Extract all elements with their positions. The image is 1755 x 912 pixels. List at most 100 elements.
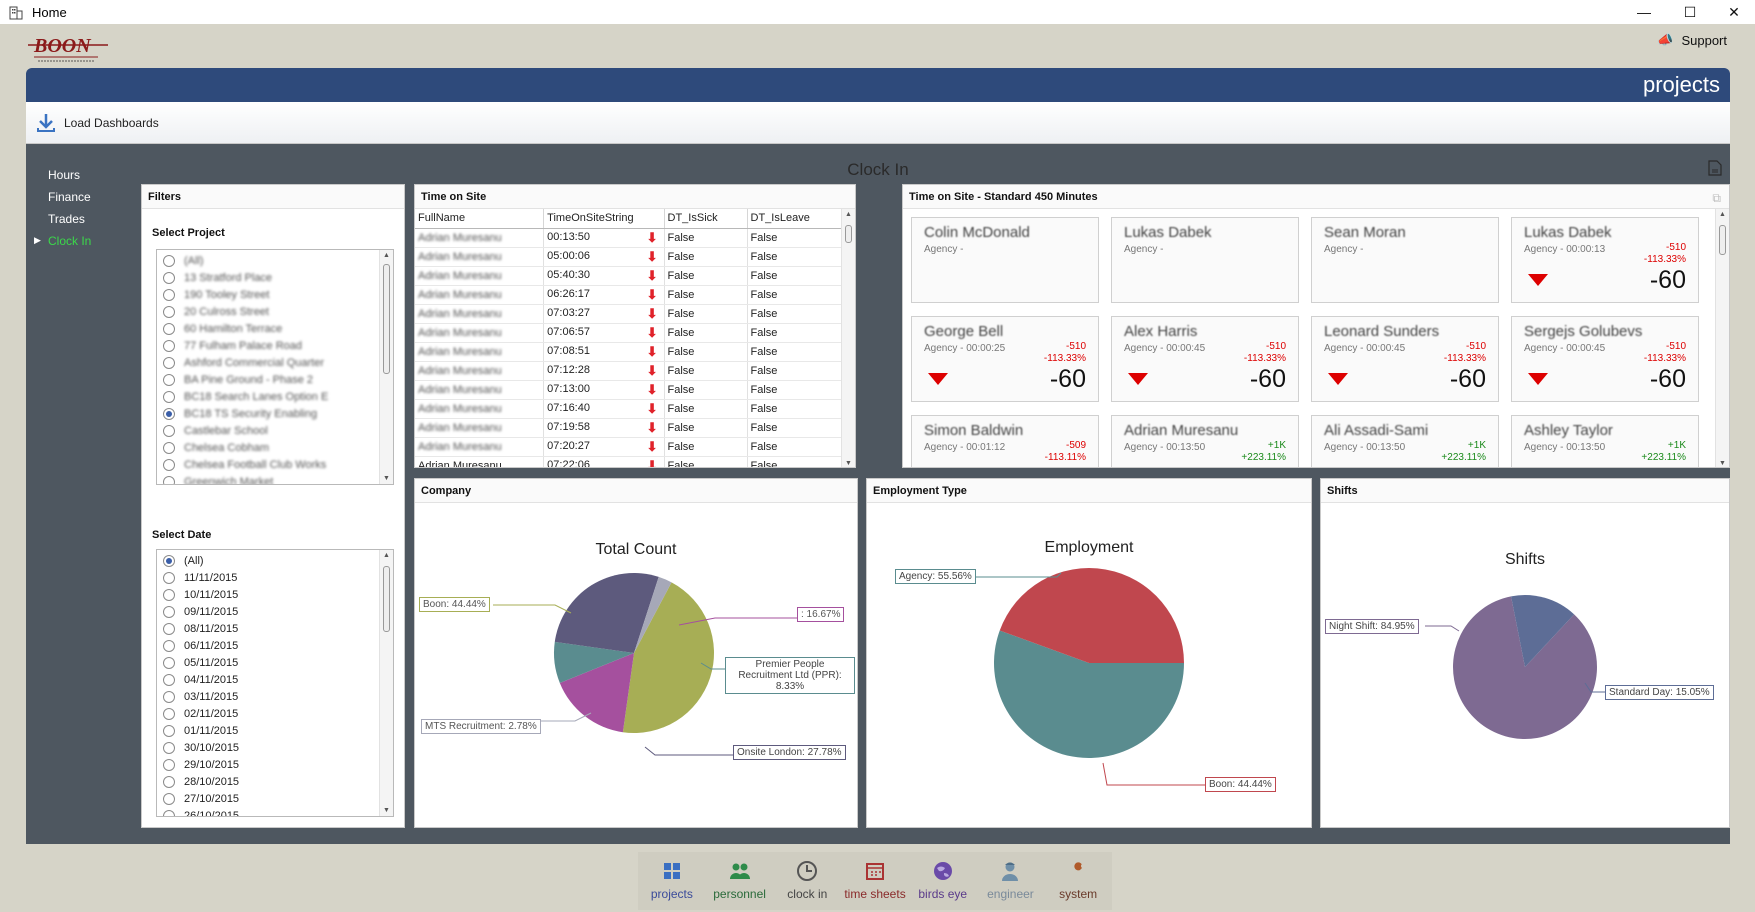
project-item[interactable]: 77 Fulham Palace Road [157, 337, 393, 354]
radio-button[interactable] [163, 571, 175, 584]
date-item[interactable]: 05/11/2015 [157, 654, 393, 671]
project-item[interactable]: Chelsea Cobham [157, 439, 393, 456]
kpi-card[interactable]: Sergejs Golubevs Agency - 00:00:45 -510 -11… [1511, 316, 1699, 402]
table-row[interactable]: Adrian Muresanu 07:03:27 ⬇ False False [415, 304, 843, 324]
nav-item-trades[interactable]: Trades [48, 212, 85, 226]
close-button[interactable]: ✕ [1728, 3, 1740, 20]
radio-button[interactable] [163, 724, 175, 737]
kpi-card[interactable]: Lukas Dabek Agency - 00:00:13 -510 -113.33%… [1511, 217, 1699, 303]
radio-button[interactable] [163, 639, 175, 652]
radio-button[interactable] [163, 622, 175, 635]
table-row[interactable]: Adrian Muresanu 07:06:57 ⬇ False False [415, 323, 843, 343]
project-item[interactable]: Greenwich Market [157, 473, 393, 484]
radio-button[interactable] [163, 271, 175, 284]
radio-button[interactable] [163, 656, 175, 669]
column-header[interactable]: FullName [415, 209, 545, 229]
project-item[interactable]: 20 Culross Street [157, 303, 393, 320]
table-row[interactable]: Adrian Muresanu 07:12:28 ⬇ False False [415, 361, 843, 381]
kpi-card[interactable]: George Bell Agency - 00:00:25 -510 -113.33%… [911, 316, 1099, 402]
radio-button[interactable] [163, 605, 175, 618]
pie-slice[interactable] [554, 573, 659, 653]
nav-item-clock-in[interactable]: Clock In [34, 234, 91, 256]
project-item[interactable]: (All) [157, 252, 393, 269]
date-item[interactable]: 04/11/2015 [157, 671, 393, 688]
nav-time-sheets[interactable]: time sheets [841, 852, 909, 910]
radio-button[interactable] [163, 792, 175, 805]
pie-slice[interactable] [1511, 595, 1575, 667]
radio-button[interactable] [163, 758, 175, 771]
kpi-card[interactable]: Lukas Dabek Agency - [1111, 217, 1299, 303]
column-header[interactable]: DT_IsLeave [747, 209, 843, 229]
kpi-card[interactable]: Ashley Taylor Agency - 00:13:50 +1K +223.11… [1511, 415, 1699, 467]
nav-birds-eye[interactable]: birds eye [909, 852, 977, 910]
table-row[interactable]: Adrian Muresanu 05:00:06 ⬇ False False [415, 247, 843, 267]
radio-button[interactable] [163, 588, 175, 601]
date-item[interactable]: 29/10/2015 [157, 756, 393, 773]
date-item[interactable]: 03/11/2015 [157, 688, 393, 705]
nav-projects[interactable]: projects [638, 852, 706, 910]
radio-button[interactable] [163, 254, 175, 267]
pie-slice[interactable] [1453, 596, 1597, 739]
radio-button[interactable] [163, 690, 175, 703]
project-item[interactable]: BC18 TS Security Enabling [157, 405, 393, 422]
date-item[interactable]: 08/11/2015 [157, 620, 393, 637]
kpi-card[interactable]: Sean Moran Agency - [1311, 217, 1499, 303]
radio-button[interactable] [163, 356, 175, 369]
radio-button[interactable] [163, 390, 175, 403]
pie-slice[interactable] [999, 568, 1184, 663]
radio-button[interactable] [163, 339, 175, 352]
date-item[interactable]: 01/11/2015 [157, 722, 393, 739]
radio-button[interactable] [163, 741, 175, 754]
column-header[interactable]: TimeOnSiteString [543, 209, 665, 229]
radio-button[interactable] [163, 673, 175, 686]
radio-button[interactable] [163, 373, 175, 386]
project-item[interactable]: BC18 Search Lanes Option E [157, 388, 393, 405]
nav-clock-in[interactable]: clock in [773, 852, 841, 910]
project-item[interactable]: Chelsea Football Club Works [157, 456, 393, 473]
radio-button[interactable] [163, 441, 175, 454]
table-row[interactable]: Adrian Muresanu 07:08:51 ⬇ False False [415, 342, 843, 362]
column-header[interactable]: DT_IsSick [664, 209, 748, 229]
radio-button[interactable] [163, 407, 175, 420]
kpi-card[interactable]: Leonard Sunders Agency - 00:00:45 -510 -113… [1311, 316, 1499, 402]
table-row[interactable]: Adrian Muresanu 06:26:17 ⬇ False False [415, 285, 843, 305]
kpi-card[interactable]: Colin McDonald Agency - [911, 217, 1099, 303]
nav-engineer[interactable]: engineer [977, 852, 1045, 910]
cards-scrollbar[interactable]: ▲ ▼ [1715, 209, 1729, 467]
radio-button[interactable] [163, 809, 175, 816]
project-item[interactable]: 60 Hamilton Terrace [157, 320, 393, 337]
radio-button[interactable] [163, 707, 175, 720]
pie-slice[interactable] [622, 582, 714, 733]
nav-item-finance[interactable]: Finance [48, 190, 91, 204]
project-list-scrollbar[interactable]: ▲ ▼ [379, 250, 393, 484]
project-item[interactable]: Ashford Commercial Quarter [157, 354, 393, 371]
radio-button[interactable] [163, 458, 175, 471]
pie-slice[interactable] [634, 576, 672, 653]
project-item[interactable]: 13 Stratford Place [157, 269, 393, 286]
date-list-scrollbar[interactable]: ▲ ▼ [379, 550, 393, 816]
kpi-card[interactable]: Adrian Muresanu Agency - 00:13:50 +1K +223.… [1111, 415, 1299, 467]
date-item[interactable]: (All) [157, 552, 393, 569]
date-item[interactable]: 06/11/2015 [157, 637, 393, 654]
radio-button[interactable] [163, 775, 175, 788]
clear-filter-icon[interactable]: ⧉ [1712, 191, 1721, 205]
kpi-card[interactable]: Ali Assadi-Sami Agency - 00:13:50 +1K +223.… [1311, 415, 1499, 467]
date-item[interactable]: 27/10/2015 [157, 790, 393, 807]
table-row[interactable]: Adrian Muresanu 07:20:27 ⬇ False False [415, 437, 843, 457]
table-row[interactable]: Adrian Muresanu 00:13:50 ⬇ False False [415, 228, 843, 248]
export-icon[interactable] [1708, 160, 1722, 176]
load-dashboards-button[interactable]: Load Dashboards [36, 113, 159, 133]
project-item[interactable]: BA Pine Ground - Phase 2 [157, 371, 393, 388]
date-item[interactable]: 26/10/2015 [157, 807, 393, 816]
minimize-button[interactable]: — [1637, 4, 1651, 20]
date-item[interactable]: 11/11/2015 [157, 569, 393, 586]
radio-button[interactable] [163, 475, 175, 484]
date-item[interactable]: 30/10/2015 [157, 739, 393, 756]
grid-scrollbar[interactable]: ▲ ▼ [841, 209, 855, 467]
table-row[interactable]: Adrian Muresanu 07:22:06 ⬇ False False [415, 456, 843, 467]
table-row[interactable]: Adrian Muresanu 07:16:40 ⬇ False False [415, 399, 843, 419]
project-item[interactable]: Castlebar School [157, 422, 393, 439]
date-item[interactable]: 28/10/2015 [157, 773, 393, 790]
table-row[interactable]: Adrian Muresanu 05:40:30 ⬇ False False [415, 266, 843, 286]
radio-button[interactable] [163, 322, 175, 335]
